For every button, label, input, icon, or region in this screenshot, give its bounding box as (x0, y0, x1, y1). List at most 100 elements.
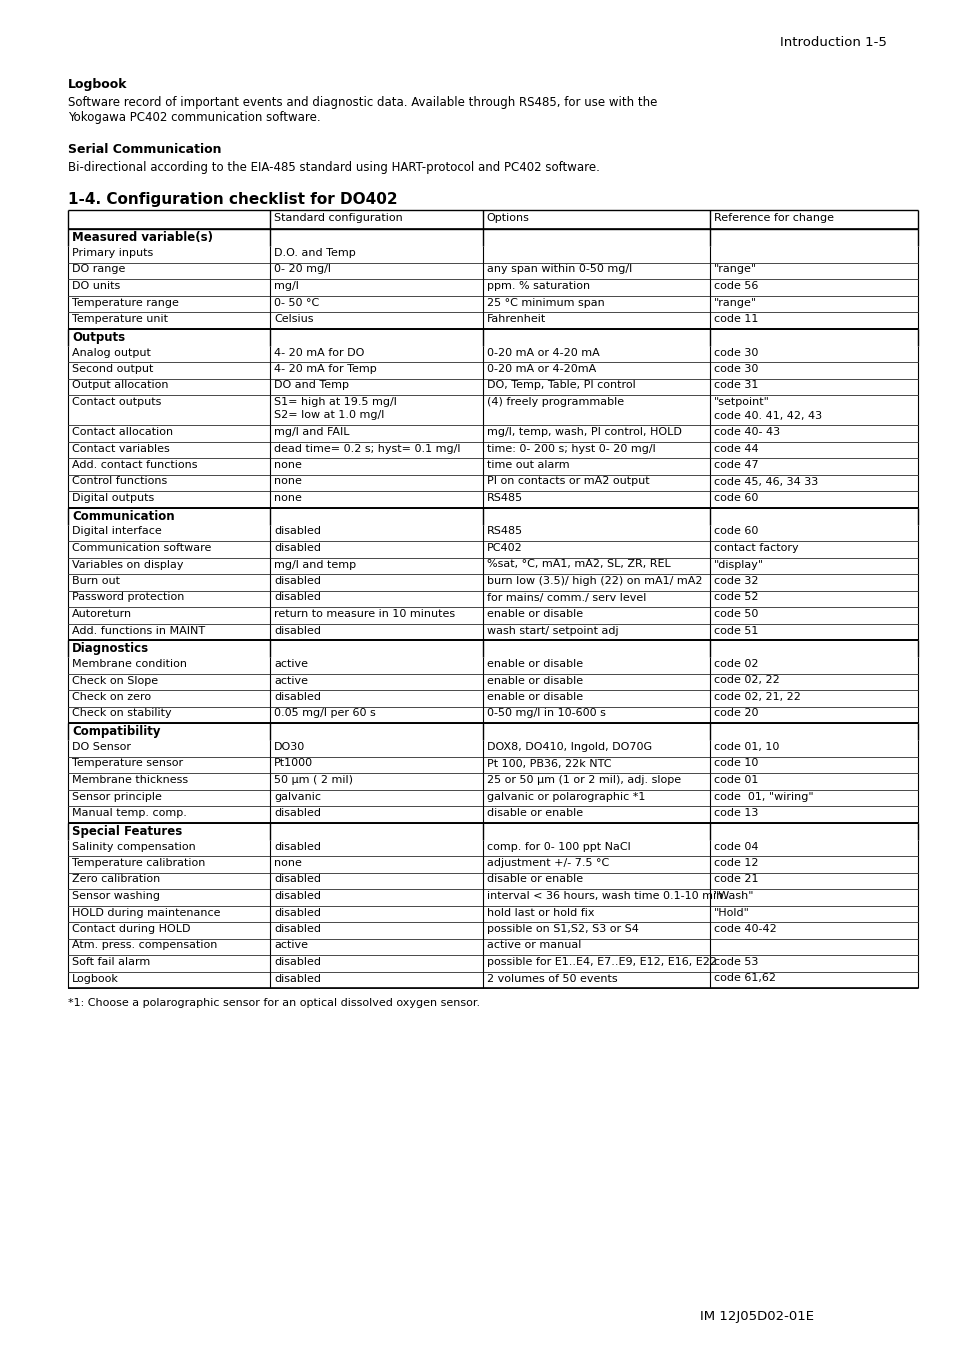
Text: code 60: code 60 (713, 526, 758, 536)
Text: (4) freely programmable: (4) freely programmable (486, 397, 623, 406)
Text: any span within 0-50 mg/l: any span within 0-50 mg/l (486, 265, 632, 274)
Text: code 20: code 20 (713, 709, 758, 718)
Text: possible for E1..E4, E7..E9, E12, E16, E22: possible for E1..E4, E7..E9, E12, E16, E… (486, 957, 716, 967)
Text: Contact during HOLD: Contact during HOLD (71, 923, 191, 934)
Text: disabled: disabled (274, 907, 321, 918)
Text: disable or enable: disable or enable (486, 809, 582, 818)
Text: code 30: code 30 (713, 347, 758, 358)
Text: code 56: code 56 (713, 281, 758, 292)
Text: active: active (274, 659, 308, 670)
Text: Fahrenheit: Fahrenheit (486, 315, 545, 324)
Text: DO units: DO units (71, 281, 120, 292)
Text: active: active (274, 675, 308, 686)
Text: 1-4. Configuration checklist for DO402: 1-4. Configuration checklist for DO402 (68, 192, 397, 207)
Text: IM 12J05D02-01E: IM 12J05D02-01E (700, 1310, 813, 1323)
Text: %sat, °C, mA1, mA2, SL, ZR, REL: %sat, °C, mA1, mA2, SL, ZR, REL (486, 559, 670, 570)
Text: Autoreturn: Autoreturn (71, 609, 132, 620)
Text: mg/l, temp, wash, PI control, HOLD: mg/l, temp, wash, PI control, HOLD (486, 427, 681, 437)
Text: DO Sensor: DO Sensor (71, 743, 131, 752)
Text: Reference for change: Reference for change (713, 213, 833, 223)
Text: mg/l and FAIL: mg/l and FAIL (274, 427, 350, 437)
Text: 0.05 mg/l per 60 s: 0.05 mg/l per 60 s (274, 709, 375, 718)
Text: "Hold": "Hold" (713, 907, 749, 918)
Text: mg/l and temp: mg/l and temp (274, 559, 356, 570)
Text: "display": "display" (713, 559, 763, 570)
Text: Communication software: Communication software (71, 543, 212, 554)
Text: 0-50 mg/l in 10-600 s: 0-50 mg/l in 10-600 s (486, 709, 605, 718)
Text: Password protection: Password protection (71, 593, 184, 602)
Text: Logbook: Logbook (71, 973, 119, 984)
Text: "Wash": "Wash" (713, 891, 754, 900)
Text: Digital interface: Digital interface (71, 526, 162, 536)
Text: RS485: RS485 (486, 493, 522, 504)
Text: none: none (274, 460, 302, 470)
Text: Contact variables: Contact variables (71, 444, 170, 454)
Text: Contact allocation: Contact allocation (71, 427, 172, 437)
Text: code 04: code 04 (713, 841, 758, 852)
Text: disabled: disabled (274, 891, 321, 900)
Text: Variables on display: Variables on display (71, 559, 183, 570)
Text: disabled: disabled (274, 625, 321, 636)
Text: Output allocation: Output allocation (71, 381, 169, 390)
Text: Introduction 1-5: Introduction 1-5 (780, 36, 886, 49)
Text: DO30: DO30 (274, 743, 305, 752)
Text: code 11: code 11 (713, 315, 758, 324)
Text: code 53: code 53 (713, 957, 758, 967)
Text: Temperature unit: Temperature unit (71, 315, 168, 324)
Text: disabled: disabled (274, 923, 321, 934)
Text: Standard configuration: Standard configuration (274, 213, 402, 223)
Text: DOX8, DO410, Ingold, DO70G: DOX8, DO410, Ingold, DO70G (486, 743, 651, 752)
Text: 0- 50 °C: 0- 50 °C (274, 297, 319, 308)
Text: Check on stability: Check on stability (71, 709, 172, 718)
Text: hold last or hold fix: hold last or hold fix (486, 907, 594, 918)
Text: Temperature sensor: Temperature sensor (71, 759, 183, 768)
Text: code 40-42: code 40-42 (713, 923, 776, 934)
Text: mg/l: mg/l (274, 281, 299, 292)
Text: Zero calibration: Zero calibration (71, 875, 160, 884)
Text: Contact outputs: Contact outputs (71, 397, 161, 406)
Text: time out alarm: time out alarm (486, 460, 569, 470)
Text: DO and Temp: DO and Temp (274, 381, 349, 390)
Text: code 40- 43: code 40- 43 (713, 427, 779, 437)
Text: galvanic or polarographic *1: galvanic or polarographic *1 (486, 791, 644, 802)
Text: Membrane thickness: Membrane thickness (71, 775, 188, 784)
Text: galvanic: galvanic (274, 791, 321, 802)
Text: disabled: disabled (274, 693, 321, 702)
Text: Special Features: Special Features (71, 825, 182, 837)
Text: Temperature calibration: Temperature calibration (71, 859, 205, 868)
Text: code 30: code 30 (713, 364, 758, 374)
Text: code 02: code 02 (713, 659, 758, 670)
Text: Check on Slope: Check on Slope (71, 675, 158, 686)
Text: disabled: disabled (274, 957, 321, 967)
Text: D.O. and Temp: D.O. and Temp (274, 248, 355, 258)
Text: Measured variable(s): Measured variable(s) (71, 231, 213, 244)
Text: Yokogawa PC402 communication software.: Yokogawa PC402 communication software. (68, 111, 320, 124)
Text: Diagnostics: Diagnostics (71, 643, 149, 655)
Text: Salinity compensation: Salinity compensation (71, 841, 195, 852)
Text: *1: Choose a polarographic sensor for an optical dissolved oxygen sensor.: *1: Choose a polarographic sensor for an… (68, 998, 479, 1008)
Text: Analog output: Analog output (71, 347, 151, 358)
Text: Control functions: Control functions (71, 477, 167, 486)
Text: Pt1000: Pt1000 (274, 759, 314, 768)
Text: time: 0- 200 s; hyst 0- 20 mg/l: time: 0- 200 s; hyst 0- 20 mg/l (486, 444, 655, 454)
Text: 0-20 mA or 4-20 mA: 0-20 mA or 4-20 mA (486, 347, 598, 358)
Text: code 02, 22: code 02, 22 (713, 675, 779, 686)
Text: Sensor principle: Sensor principle (71, 791, 162, 802)
Text: disabled: disabled (274, 973, 321, 984)
Text: 25 or 50 μm (1 or 2 mil), adj. slope: 25 or 50 μm (1 or 2 mil), adj. slope (486, 775, 680, 784)
Text: Manual temp. comp.: Manual temp. comp. (71, 809, 187, 818)
Text: 4- 20 mA for Temp: 4- 20 mA for Temp (274, 364, 376, 374)
Text: DO range: DO range (71, 265, 125, 274)
Text: code 31: code 31 (713, 381, 758, 390)
Text: code 32: code 32 (713, 576, 758, 586)
Text: disabled: disabled (274, 543, 321, 554)
Text: active: active (274, 941, 308, 950)
Text: Communication: Communication (71, 509, 174, 522)
Text: Bi-directional according to the EIA-485 standard using HART-protocol and PC402 s: Bi-directional according to the EIA-485 … (68, 161, 599, 174)
Text: enable or disable: enable or disable (486, 659, 582, 670)
Text: Add. contact functions: Add. contact functions (71, 460, 197, 470)
Text: 25 °C minimum span: 25 °C minimum span (486, 297, 604, 308)
Text: contact factory: contact factory (713, 543, 798, 554)
Text: code 44: code 44 (713, 444, 758, 454)
Text: Burn out: Burn out (71, 576, 120, 586)
